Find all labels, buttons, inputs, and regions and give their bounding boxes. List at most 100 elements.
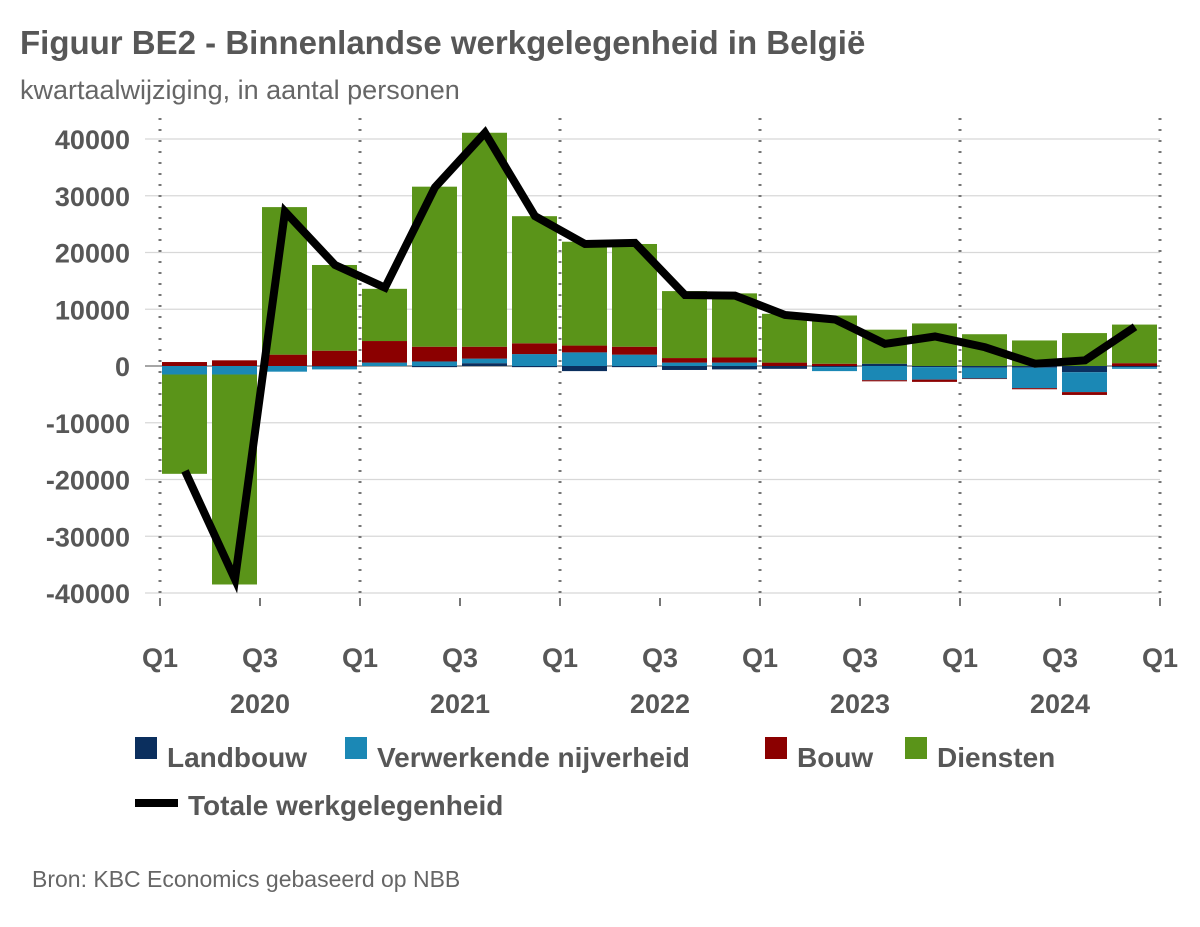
year-label: 2022 [630, 689, 690, 719]
bar-bouw [812, 363, 857, 366]
bar-bouw [1012, 388, 1057, 390]
bar-diensten [762, 313, 807, 363]
y-tick-label: -30000 [46, 522, 130, 552]
legend-label: Landbouw [167, 742, 307, 773]
legend-swatch [135, 737, 157, 759]
x-tick-label: Q1 [1142, 643, 1178, 673]
bar-bouw [912, 379, 957, 382]
bar-verwerkende-nijverheid [912, 367, 957, 380]
y-tick-label: 30000 [55, 182, 130, 212]
bar-landbouw [1112, 366, 1157, 368]
bar-diensten [412, 186, 457, 347]
bar-verwerkende-nijverheid [162, 366, 207, 375]
bar-diensten [312, 264, 357, 351]
bar-verwerkende-nijverheid [412, 361, 457, 366]
bar-bouw [212, 360, 257, 366]
x-tick-label: Q1 [542, 643, 578, 673]
bar-verwerkende-nijverheid [862, 366, 907, 381]
bar-verwerkende-nijverheid [812, 367, 857, 372]
bar-bouw [512, 343, 557, 355]
bar-diensten [662, 291, 707, 359]
bar-bouw [962, 378, 1007, 380]
x-tick-label: Q3 [642, 643, 678, 673]
bar-landbouw [512, 366, 557, 368]
y-tick-label: 20000 [55, 239, 130, 269]
bar-verwerkende-nijverheid [362, 362, 407, 366]
bar-landbouw [612, 366, 657, 368]
bar-landbouw [712, 366, 757, 370]
bar-landbouw [462, 363, 507, 366]
bar-bouw [862, 380, 907, 382]
bar-bouw [362, 341, 407, 363]
bar-landbouw [312, 366, 357, 367]
bar-bouw [1062, 392, 1107, 395]
bar-verwerkende-nijverheid [262, 366, 307, 372]
chart-subtitle: kwartaalwijziging, in aantal personen [20, 75, 460, 105]
year-label: 2024 [1030, 689, 1090, 719]
bar-verwerkende-nijverheid [612, 354, 657, 366]
bar-verwerkende-nijverheid [212, 366, 257, 375]
bar-bouw [462, 346, 507, 359]
bar-landbouw [1062, 366, 1107, 373]
legend-label: Diensten [937, 742, 1055, 773]
chart-title: Figuur BE2 - Binnenlandse werkgelegenhei… [20, 24, 866, 61]
x-tick-label: Q1 [942, 643, 978, 673]
bar-diensten [462, 132, 507, 347]
bar-bouw [1112, 363, 1157, 366]
y-tick-label: 0 [115, 352, 130, 382]
bar-verwerkende-nijverheid [312, 366, 357, 370]
bar-verwerkende-nijverheid [1112, 367, 1157, 369]
x-tick-label: Q1 [342, 643, 378, 673]
bar-landbouw [562, 366, 607, 372]
bar-verwerkende-nijverheid [562, 352, 607, 366]
bar-landbouw [912, 366, 957, 368]
bar-diensten [512, 216, 557, 344]
y-tick-label: 10000 [55, 295, 130, 325]
bar-verwerkende-nijverheid [962, 367, 1007, 379]
y-tick-label: -40000 [46, 579, 130, 609]
bar-landbouw [962, 366, 1007, 368]
bar-diensten [362, 288, 407, 342]
year-label: 2023 [830, 689, 890, 719]
bar-verwerkende-nijverheid [662, 362, 707, 366]
bar-verwerkende-nijverheid [1012, 367, 1057, 389]
x-tick-label: Q3 [442, 643, 478, 673]
source-note: Bron: KBC Economics gebaseerd op NBB [32, 866, 461, 892]
legend-label: Bouw [797, 742, 873, 773]
bar-bouw [262, 354, 307, 366]
x-tick-label: Q1 [742, 643, 778, 673]
bar-diensten [912, 323, 957, 366]
bar-bouw [162, 362, 207, 366]
legend-label: Verwerkende nijverheid [377, 742, 690, 773]
bar-bouw [612, 346, 657, 355]
legend-swatch [345, 737, 367, 759]
bar-landbouw [862, 363, 907, 366]
bar-landbouw [412, 366, 457, 368]
y-tick-label: 40000 [55, 125, 130, 155]
x-tick-label: Q3 [1042, 643, 1078, 673]
bar-verwerkende-nijverheid [712, 362, 757, 366]
bar-bouw [562, 345, 607, 353]
bar-landbouw [812, 366, 857, 368]
bar-diensten [562, 241, 607, 346]
bar-bouw [312, 350, 357, 366]
bar-landbouw [762, 366, 807, 369]
bar-verwerkende-nijverheid [1062, 372, 1107, 393]
legend-swatch [905, 737, 927, 759]
x-tick-label: Q3 [242, 643, 278, 673]
year-label: 2021 [430, 689, 490, 719]
bar-verwerkende-nijverheid [512, 354, 557, 366]
line-totale-werkgelegenheid [181, 126, 1138, 594]
year-label: 2020 [230, 689, 290, 719]
x-tick-label: Q1 [142, 643, 178, 673]
bar-verwerkende-nijverheid [462, 358, 507, 364]
legend-label: Totale werkgelegenheid [188, 790, 503, 821]
bar-bouw [762, 362, 807, 366]
legend-swatch [765, 737, 787, 759]
x-tick-label: Q3 [842, 643, 878, 673]
bar-bouw [662, 358, 707, 363]
y-tick-label: -20000 [46, 466, 130, 496]
bar-landbouw [662, 366, 707, 370]
bar-bouw [412, 346, 457, 362]
